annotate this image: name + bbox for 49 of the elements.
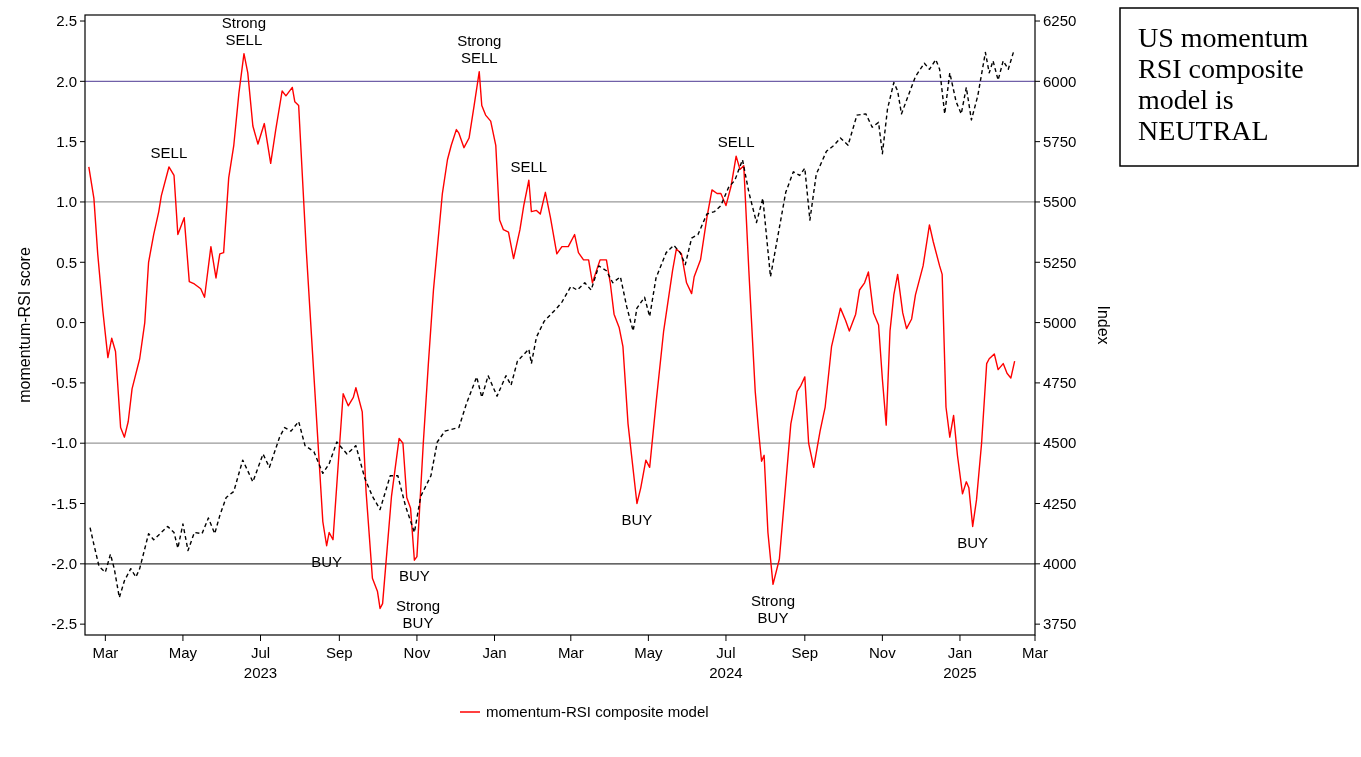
y2-tick-label: 6000 xyxy=(1043,72,1077,90)
y2-tick-label: 5500 xyxy=(1043,193,1077,211)
legend-label: momentum-RSI composite model xyxy=(486,703,709,721)
y2-tick-label: 4000 xyxy=(1043,555,1077,573)
x-tick-label: Jan 2025 xyxy=(943,644,977,681)
annotation: Strong SELL xyxy=(457,31,502,66)
y-tick-label: 2.0 xyxy=(56,72,77,90)
y2-tick-label: 5250 xyxy=(1043,253,1077,271)
x-tick-label: Nov xyxy=(403,644,431,661)
y-tick-label: 1.0 xyxy=(56,193,77,211)
x-tick-label: Jan xyxy=(482,644,507,661)
y-tick-label: -1.5 xyxy=(51,494,77,512)
y2-tick-label: 5000 xyxy=(1043,313,1077,331)
y-tick-label: -2.0 xyxy=(51,555,77,573)
y-tick-label: -1.0 xyxy=(51,434,77,452)
x-tick-label: Sep xyxy=(791,644,819,661)
annotation: BUY xyxy=(398,567,430,585)
x-tick-label: Mar xyxy=(557,644,584,661)
x-tick-label: Sep xyxy=(326,644,353,661)
y-tick-label: 0.5 xyxy=(56,253,77,271)
x-tick-label: Nov xyxy=(869,644,897,661)
annotation: SELL xyxy=(150,144,188,162)
x-tick-label: May xyxy=(634,644,664,661)
x-tick-label: Jul 2023 xyxy=(243,644,278,681)
annotation: SELL xyxy=(717,133,755,151)
y2-tick-label: 5750 xyxy=(1043,132,1077,150)
x-tick-label: May xyxy=(168,644,198,661)
annotation: BUY xyxy=(621,510,653,528)
y2-axis-title: Index xyxy=(1095,305,1112,345)
y-tick-label: -0.5 xyxy=(51,374,77,392)
y2-tick-label: 6250 xyxy=(1043,12,1077,30)
y2-tick-label: 4250 xyxy=(1043,494,1077,512)
y-tick-label: 1.5 xyxy=(56,132,77,150)
x-tick-label: Jul 2024 xyxy=(709,644,743,681)
y-axis-title: momentum-RSI score xyxy=(16,247,33,403)
y-tick-label: 2.5 xyxy=(56,12,77,30)
y2-tick-label: 4750 xyxy=(1043,374,1077,392)
y2-tick-label: 4500 xyxy=(1043,434,1077,452)
x-tick-label: Mar xyxy=(1022,644,1048,661)
annotation: Strong BUY xyxy=(395,597,441,632)
annotation: Strong SELL xyxy=(221,13,267,48)
annotation: Strong BUY xyxy=(750,591,796,626)
annotation: BUY xyxy=(957,533,989,551)
y-tick-label: 0.0 xyxy=(56,313,77,331)
text: US momentum RSI composite model is NEUTRAL xyxy=(1138,22,1309,146)
annotation: SELL xyxy=(510,157,548,175)
x-tick-label: Mar xyxy=(92,644,119,661)
y-tick-label: -2.5 xyxy=(51,615,77,633)
y2-tick-label: 3750 xyxy=(1043,615,1077,633)
